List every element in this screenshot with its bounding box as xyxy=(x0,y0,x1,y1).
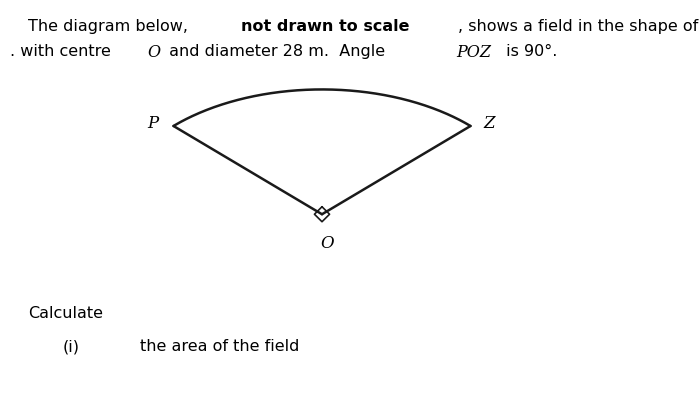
Text: P: P xyxy=(147,115,158,132)
Text: The diagram below,: The diagram below, xyxy=(28,19,193,34)
Text: the area of the field: the area of the field xyxy=(140,339,300,354)
Text: Z: Z xyxy=(483,115,495,132)
Text: O: O xyxy=(321,235,335,252)
Text: O: O xyxy=(147,44,160,61)
Text: POZ: POZ xyxy=(456,44,491,61)
Text: not drawn to scale: not drawn to scale xyxy=(241,19,410,34)
Text: . with centre: . with centre xyxy=(10,44,116,59)
Text: and diameter 28 m.  Angle: and diameter 28 m. Angle xyxy=(164,44,391,59)
Text: , shows a field in the shape of a sector of a circle: , shows a field in the shape of a sector… xyxy=(458,19,700,34)
Text: (i): (i) xyxy=(63,339,80,354)
Text: is 90°.: is 90°. xyxy=(501,44,558,59)
Text: Calculate: Calculate xyxy=(28,306,103,321)
